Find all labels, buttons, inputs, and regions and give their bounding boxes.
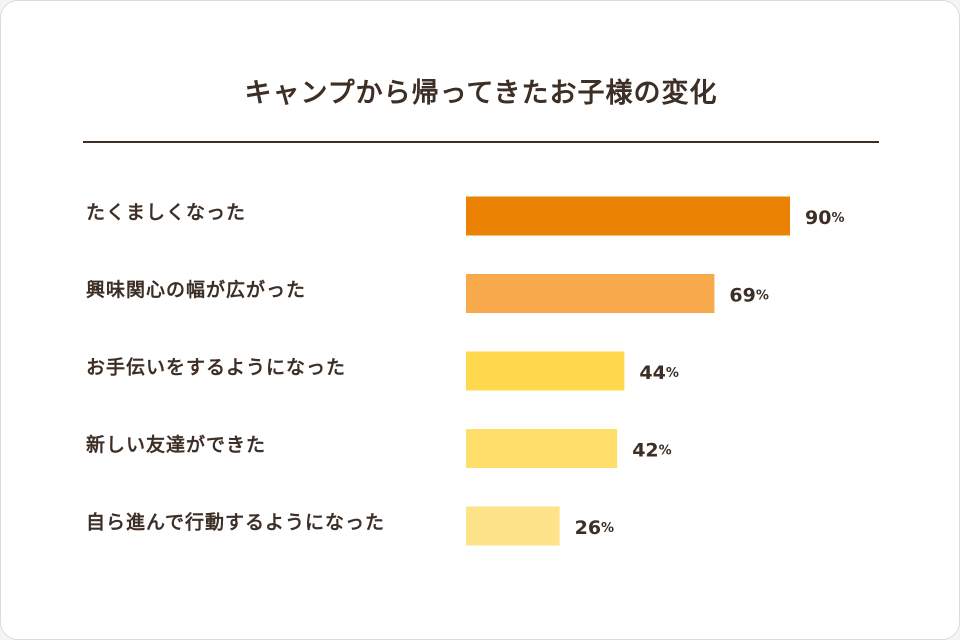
bar	[466, 429, 618, 468]
title-divider	[83, 141, 879, 143]
category-label: 自ら進んで行動するようになった	[86, 511, 385, 534]
bar	[466, 351, 625, 391]
value-label: 44%	[639, 362, 678, 384]
bar	[466, 506, 560, 546]
value-label: 90%	[805, 207, 844, 229]
category-label: 新しい友達ができた	[86, 433, 266, 456]
category-label: 興味関心の幅が広がった	[86, 278, 306, 301]
value-label: 69%	[729, 284, 768, 306]
category-label: たくましくなった	[86, 202, 246, 224]
value-label: 26%	[575, 517, 614, 539]
bars	[466, 196, 790, 546]
category-labels: たくましくなった興味関心の幅が広がったお手伝いをするようになった新しい友達ができ…	[86, 202, 385, 534]
category-label: お手伝いをするようになった	[86, 356, 346, 379]
value-labels: 90% 69% 44% 42% 26%	[575, 207, 845, 539]
chart-title: キャンプから帰ってきたお子様の変化	[244, 78, 718, 109]
bar	[466, 274, 715, 313]
value-label: 42%	[632, 439, 671, 461]
bar	[466, 196, 790, 236]
